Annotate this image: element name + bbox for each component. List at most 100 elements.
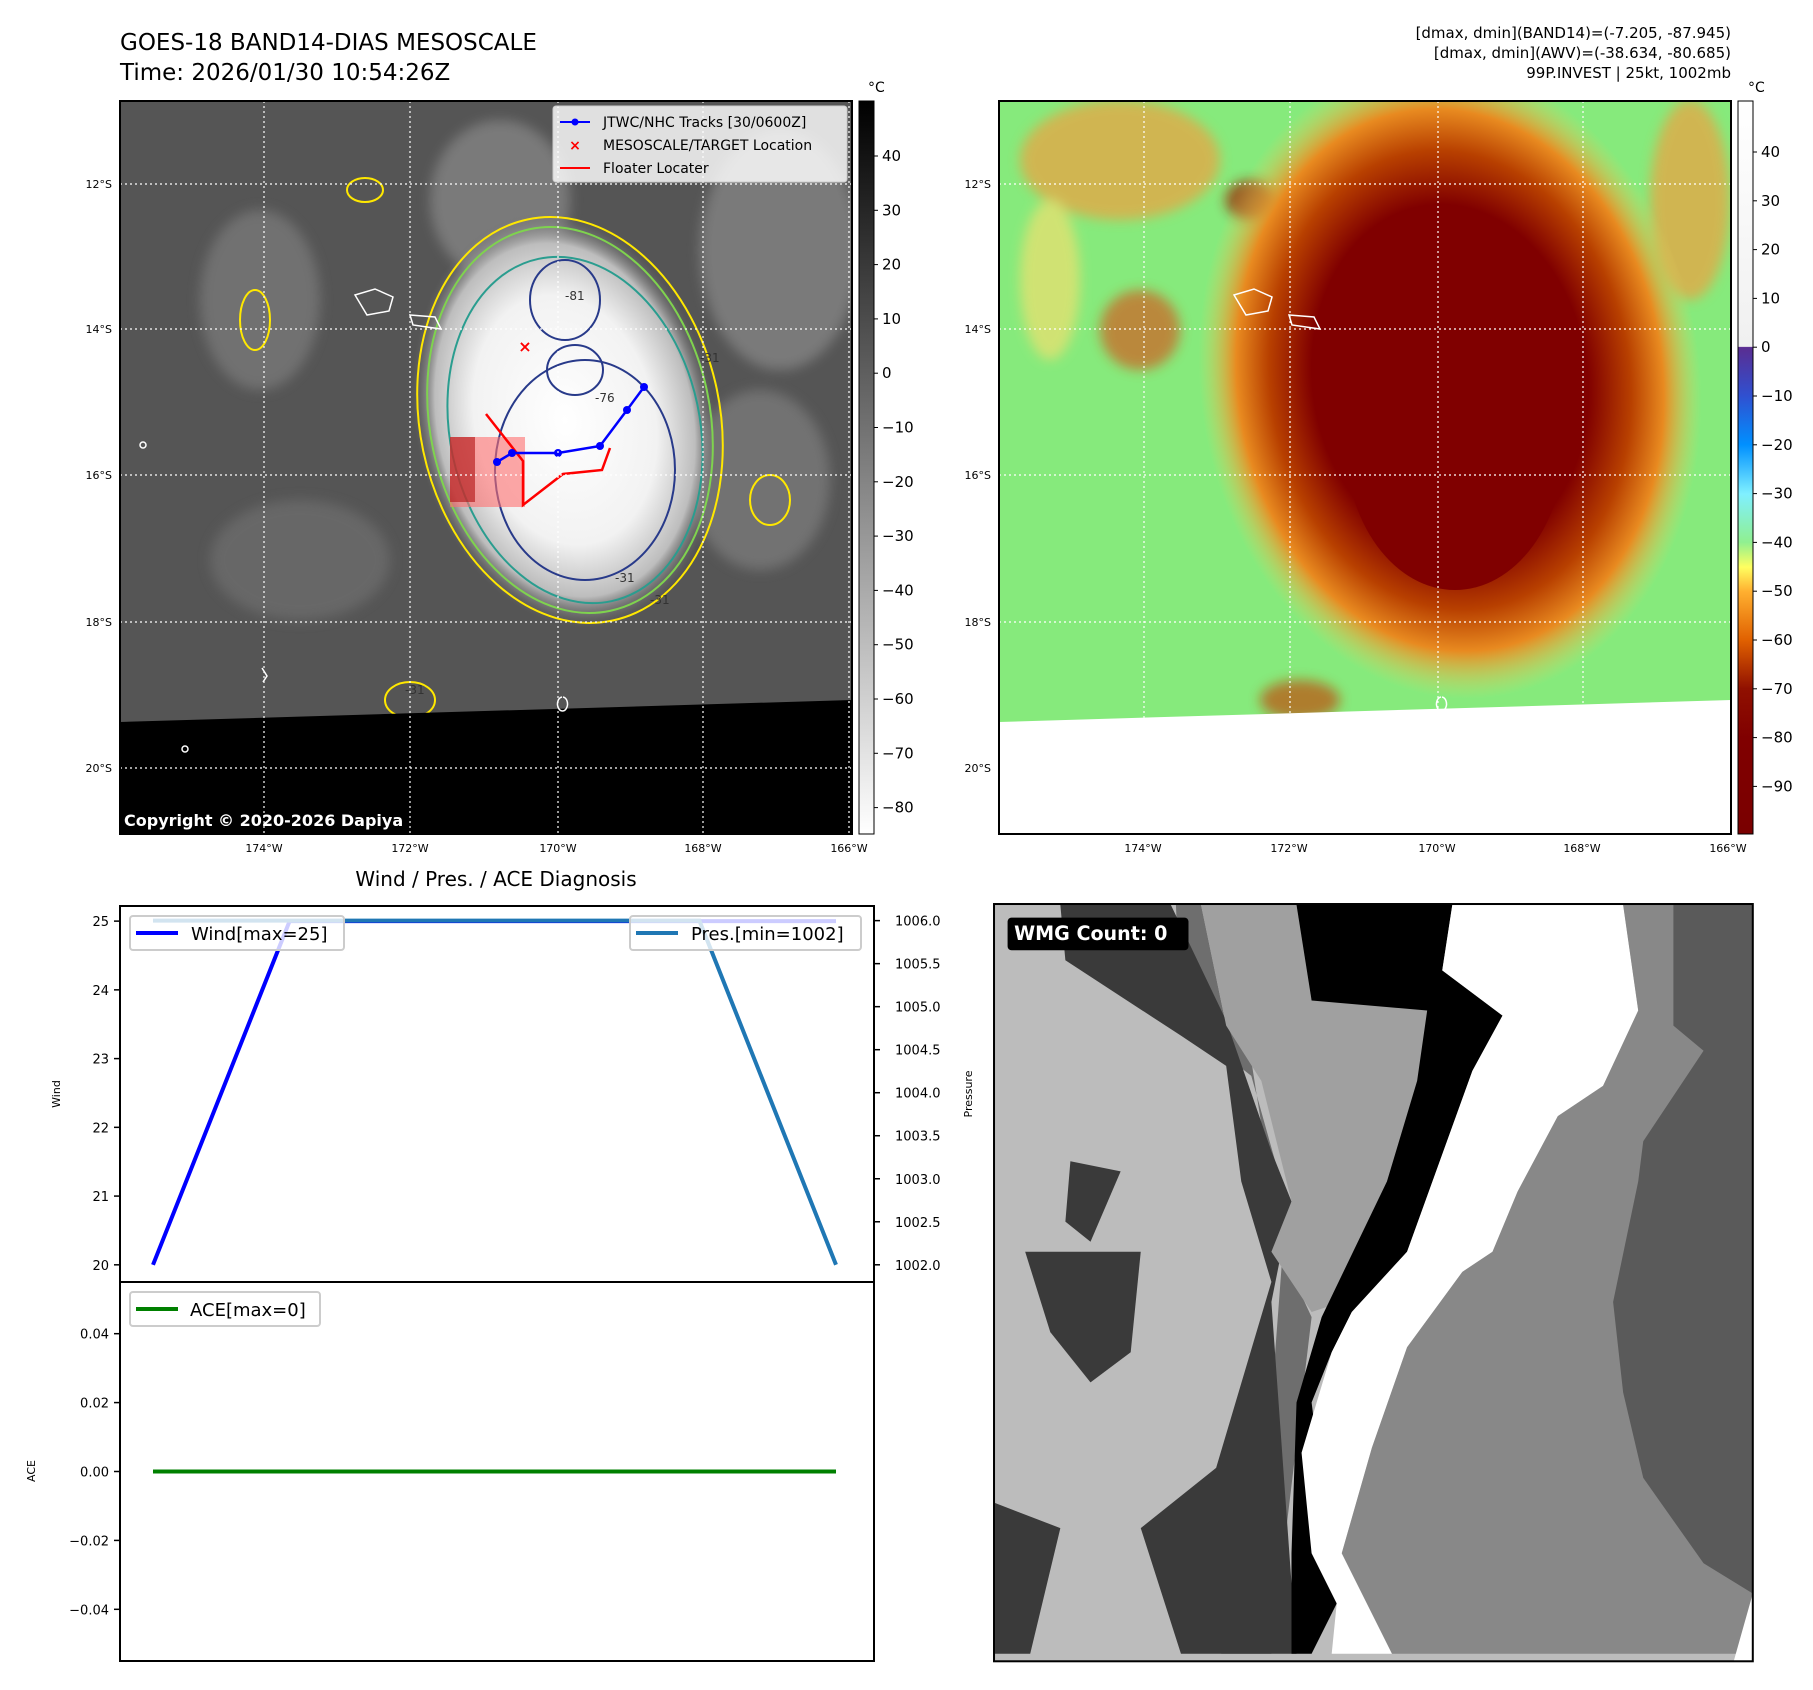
ace-ytick-label: 0.04: [80, 1328, 109, 1343]
lon-label: 168°W: [1563, 842, 1600, 855]
map-legend: × JTWC/NHC Tracks [30/0600Z] MESOSCALE/T…: [552, 105, 848, 183]
colorbar-tick-label: 10: [1761, 289, 1780, 307]
lat-label: 20°S: [86, 762, 112, 775]
contour-labels: -31 -31 -31 -31 -76 -81: [405, 289, 720, 697]
ace-ytick-label: −0.04: [69, 1603, 109, 1618]
pressure-ylabel: Pressure: [962, 1070, 975, 1117]
pressure-ytick-label: 1003.5: [895, 1130, 941, 1145]
lon-label: 170°W: [1418, 842, 1455, 855]
colorbar-tick-label: 30: [1761, 192, 1780, 210]
wind-ytick-label: 22: [92, 1121, 109, 1136]
ace-legend: ACE[max=0]: [129, 1291, 321, 1327]
colorbar-awv-unit: °C: [1748, 80, 1765, 96]
lat-label: 16°S: [965, 469, 991, 482]
no-data-region-2: [999, 700, 1731, 834]
colorbar-tick-label: −10: [882, 419, 914, 437]
legend-tracks: JTWC/NHC Tracks [30/0600Z]: [602, 115, 806, 131]
wind-ytick-label: 24: [92, 984, 109, 999]
colorbar-tick-label: −30: [1761, 485, 1793, 503]
stats-band14: [dmax, dmin](BAND14)=(-7.205, -87.945): [1416, 24, 1731, 42]
lon-label: 174°W: [1124, 842, 1161, 855]
diagnosis-title: Wind / Pres. / ACE Diagnosis: [355, 867, 636, 891]
lat-label: 14°S: [965, 323, 991, 336]
colorbar-tick-label: −10: [1761, 387, 1793, 405]
pressure-ytick-label: 1003.0: [895, 1173, 941, 1188]
svg-text:-76: -76: [595, 391, 615, 405]
wind-legend-label: Wind[max=25]: [191, 924, 328, 945]
map1-gridlines: [120, 101, 852, 834]
pressure-ytick-label: 1005.0: [895, 1001, 941, 1016]
map1-frame: [119, 100, 853, 835]
colorbar-tick-label: −20: [1761, 436, 1793, 454]
stats-awv: [dmax, dmin](AWV)=(-38.634, -80.685): [1434, 44, 1731, 62]
svg-text:-31: -31: [615, 571, 635, 585]
colorbar-tick-label: 30: [882, 201, 901, 219]
colorbar-tick-label: −90: [1761, 777, 1793, 795]
lat-label: 12°S: [86, 178, 112, 191]
wind-legend: Wind[max=25]: [129, 915, 345, 951]
lon-label: 166°W: [830, 842, 867, 855]
colorbar-tick-label: 40: [882, 147, 901, 165]
legend-floater: Floater Locater: [603, 161, 709, 177]
svg-text:-31: -31: [650, 593, 670, 607]
colorbar-tick-label: 20: [1761, 241, 1780, 259]
lon-label: 174°W: [245, 842, 282, 855]
pressure-ytick-label: 1002.0: [895, 1259, 941, 1274]
track-point: [623, 406, 631, 414]
track-point: [596, 442, 604, 450]
pressure-ytick-label: 1004.5: [895, 1044, 941, 1059]
svg-text:-31: -31: [700, 351, 720, 365]
colorbar-tick-label: 40: [1761, 143, 1780, 161]
lat-label: 18°S: [965, 616, 991, 629]
colorbar-tick-label: −60: [1761, 631, 1793, 649]
colorbar-tick-label: −40: [1761, 533, 1793, 551]
ir-map: -31 -31 -31 -31 -76 -81 ×: [120, 101, 852, 834]
storm-core: [1345, 290, 1565, 590]
lon-label: 166°W: [1709, 842, 1746, 855]
jtwc-track: [493, 383, 648, 466]
colorbar-tick-label: −30: [882, 527, 914, 545]
svg-text:-31: -31: [405, 683, 425, 697]
ace-ylabel: ACE: [25, 1460, 38, 1482]
ace-ytick-label: −0.02: [69, 1534, 109, 1549]
wmg-count-label: WMG Count: 0: [1014, 922, 1167, 945]
wind-pressure-axes: [119, 905, 875, 1283]
map-axis-labels: 12°S 14°S 16°S 18°S 20°S 174°W 172°W 170°W 168°W…: [86, 178, 1747, 855]
floater-core: [450, 437, 475, 502]
pressure-ytick-label: 1002.5: [895, 1216, 941, 1231]
ace-legend-label: ACE[max=0]: [190, 1300, 306, 1321]
pressure-ytick-label: 1006.0: [895, 915, 941, 930]
colorbar-ir: [858, 100, 875, 835]
figure-time: Time: 2026/01/30 10:54:26Z: [119, 60, 450, 86]
ace-plot: −0.04 −0.02 0.00 0.02 0.04: [69, 1328, 837, 1618]
no-data-region: [120, 700, 852, 834]
colorbar-tick-label: −80: [882, 799, 914, 817]
colorbar-tick-label: −60: [882, 690, 914, 708]
copyright: Copyright © 2020-2026 Dapiya: [124, 811, 403, 830]
colorbar-awv: [1737, 100, 1754, 835]
wind-ytick-label: 21: [92, 1190, 109, 1205]
wmg-panel: WMG Count: 0: [993, 903, 1754, 1663]
track-point: [493, 458, 501, 466]
colorbar-tick-label: 0: [1761, 338, 1771, 356]
lon-label: 172°W: [391, 842, 428, 855]
colorbar-tick-label: −70: [1761, 680, 1793, 698]
wind-ylabel: Wind: [50, 1080, 63, 1108]
wind-ytick-label: 23: [92, 1053, 109, 1068]
colorbar-tick-label: −50: [882, 636, 914, 654]
stats-storm: 99P.INVEST | 25kt, 1002mb: [1526, 64, 1731, 82]
figure-title: GOES-18 BAND14-DIAS MESOSCALE: [120, 30, 537, 56]
colorbar-tick-label: −20: [882, 473, 914, 491]
storm-cloud-shield: [411, 212, 719, 628]
colorbar-tick-label: 0: [882, 364, 892, 382]
pressure-ytick-label: 1005.5: [895, 958, 941, 973]
colorbar-tick-label: −40: [882, 581, 914, 599]
colorbar-tick-label: 10: [882, 310, 901, 328]
wind-ytick-label: 20: [92, 1259, 109, 1274]
pressure-ytick-label: 1004.0: [895, 1087, 941, 1102]
lat-label: 12°S: [965, 178, 991, 191]
pressure-legend: Pres.[min=1002]: [629, 915, 862, 951]
colorbar-ir-ticks: 40 30 20 10 0 −10 −20 −30 −40 −50 −60 −70 −80: [874, 147, 914, 817]
track-point: [640, 383, 648, 391]
